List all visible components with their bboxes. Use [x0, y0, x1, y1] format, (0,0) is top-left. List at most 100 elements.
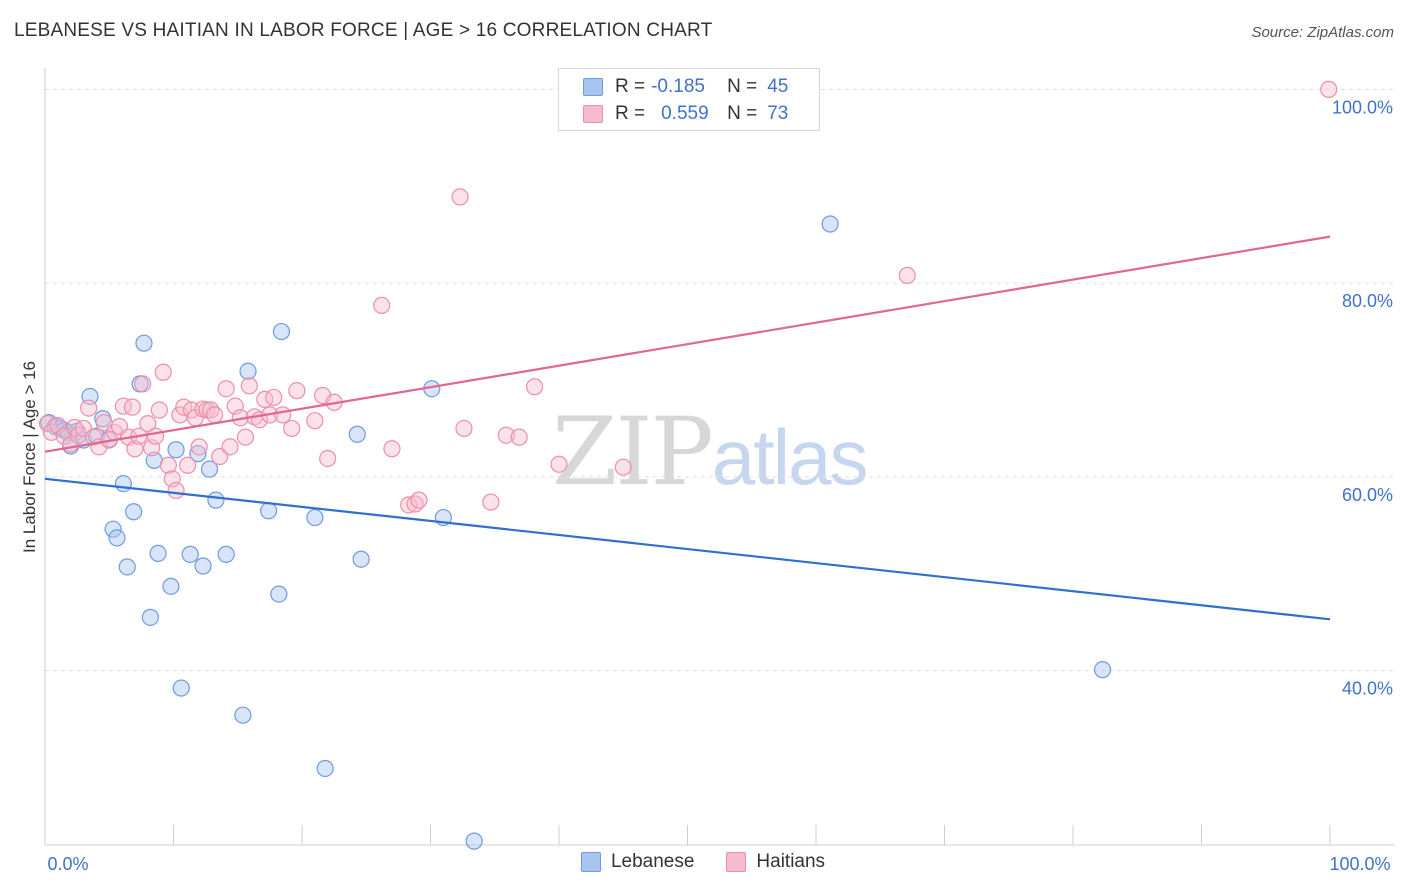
data-point-haitians	[49, 416, 67, 435]
data-point-haitians	[283, 419, 301, 438]
data-point-lebanese	[207, 491, 225, 509]
data-point-haitians	[154, 363, 172, 381]
data-point-lebanese	[352, 550, 370, 568]
legend-r-label: R =	[615, 103, 646, 124]
data-point-lebanese	[259, 502, 278, 520]
data-point-haitians	[288, 382, 306, 400]
y-tick-label: 80.0%	[1342, 291, 1393, 311]
legend-row-haitians: R = 0.559 N = 73	[583, 101, 788, 127]
legend-swatch-haitians	[583, 105, 603, 123]
data-point-haitians	[383, 440, 401, 458]
series-legend-haitians[interactable]: Haitians	[726, 851, 825, 873]
data-point-haitians	[274, 406, 292, 424]
data-point-haitians	[146, 427, 165, 445]
data-point-lebanese	[149, 544, 167, 563]
data-point-haitians	[42, 423, 61, 441]
tick-labels: 40.0% 60.0% 80.0% 100.0% 0.0% 100.0%	[47, 97, 1393, 874]
legend-r-label: R =	[615, 76, 646, 97]
data-point-lebanese	[200, 460, 219, 478]
data-point-haitians	[80, 399, 98, 417]
data-point-haitians	[319, 449, 337, 468]
data-point-lebanese	[141, 608, 159, 626]
data-point-haitians	[550, 455, 568, 473]
data-point-lebanese	[272, 322, 291, 341]
data-point-lebanese	[167, 441, 185, 459]
series-swatch-haitians	[726, 852, 747, 872]
data-points	[38, 80, 1338, 850]
data-point-haitians	[497, 426, 515, 444]
data-point-haitians	[217, 380, 235, 398]
y-tick-label: 40.0%	[1342, 679, 1393, 699]
data-point-haitians	[65, 418, 84, 437]
data-point-haitians	[190, 438, 208, 456]
x-tick-label: 0.0%	[47, 854, 88, 874]
y-axis-label: In Labor Force | Age > 16	[20, 361, 39, 553]
chart-title: LEBANESE VS HAITIAN IN LABOR FORCE | AGE…	[14, 20, 713, 41]
series-legend: Lebanese Haitians	[0, 851, 1406, 873]
legend-n-label: N =	[727, 103, 758, 124]
data-point-lebanese	[162, 577, 180, 595]
data-point-haitians	[179, 456, 197, 474]
series-label-haitians: Haitians	[756, 851, 826, 872]
data-point-haitians	[167, 481, 185, 500]
data-point-lebanese	[135, 334, 153, 352]
data-point-haitians	[150, 401, 168, 419]
trend-line-lebanese	[44, 477, 1331, 621]
data-point-haitians	[510, 428, 528, 446]
data-point-lebanese	[348, 425, 366, 443]
data-point-lebanese	[239, 362, 257, 380]
data-point-haitians	[159, 456, 177, 474]
data-point-lebanese	[821, 215, 839, 233]
data-point-lebanese	[1093, 661, 1112, 679]
data-point-haitians	[614, 458, 632, 476]
y-tick-label: 60.0%	[1342, 485, 1393, 505]
data-point-haitians	[236, 428, 255, 446]
data-point-haitians	[306, 412, 324, 430]
legend-row-lebanese: R = -0.185 N = 45	[583, 74, 788, 100]
data-point-haitians	[206, 406, 224, 424]
legend-r-value: -0.185	[651, 76, 705, 97]
data-point-haitians	[134, 375, 152, 393]
data-point-haitians	[221, 438, 239, 456]
data-point-haitians	[240, 377, 258, 395]
watermark: ZIPatlas	[552, 398, 869, 507]
source-label: Source: ZipAtlas.com	[1251, 24, 1394, 41]
legend-n-value: 45	[767, 76, 789, 97]
data-point-lebanese	[181, 545, 199, 563]
watermark-zip: ZIP	[552, 398, 714, 507]
data-point-lebanese	[172, 679, 190, 697]
data-point-lebanese	[189, 445, 207, 463]
x-tick-label: 100.0%	[1329, 854, 1390, 874]
legend-n-value: 73	[767, 103, 789, 124]
data-point-haitians	[265, 388, 283, 407]
axes	[44, 68, 1395, 846]
data-point-lebanese	[316, 759, 334, 778]
data-point-haitians	[455, 419, 473, 438]
data-point-lebanese	[125, 503, 143, 521]
legend-swatch-lebanese	[583, 78, 603, 96]
legend-r-value: 0.559	[661, 103, 709, 124]
correlation-legend: R = -0.185 N = 45 R = 0.559 N = 73	[558, 68, 820, 131]
data-point-lebanese	[234, 706, 252, 724]
data-point-haitians	[400, 496, 418, 514]
data-point-lebanese	[465, 832, 483, 850]
data-point-lebanese	[270, 585, 288, 603]
data-point-lebanese	[108, 529, 126, 547]
data-point-lebanese	[114, 475, 132, 493]
data-point-lebanese	[306, 508, 324, 527]
data-point-haitians	[482, 493, 500, 511]
series-swatch-lebanese	[580, 852, 601, 872]
trend-line-haitians	[44, 235, 1331, 453]
y-tick-label: 100.0%	[1332, 97, 1393, 117]
data-point-haitians	[410, 491, 428, 509]
watermark-atlas: atlas	[711, 413, 869, 501]
data-point-haitians	[139, 414, 157, 433]
data-point-haitians	[1320, 80, 1338, 98]
series-legend-lebanese[interactable]: Lebanese	[580, 851, 694, 873]
trend-lines	[44, 235, 1331, 621]
data-point-haitians	[38, 414, 57, 433]
legend-n-label: N =	[727, 76, 758, 97]
data-point-haitians	[373, 296, 391, 315]
data-point-lebanese	[104, 520, 122, 538]
